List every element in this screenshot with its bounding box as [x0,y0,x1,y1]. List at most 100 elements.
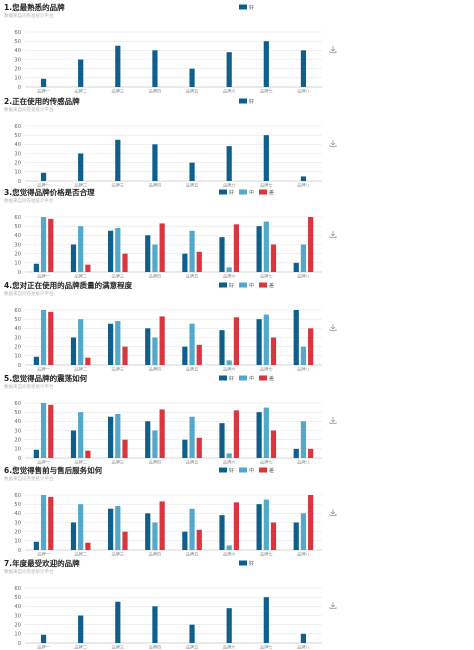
bar[interactable] [226,608,232,643]
bar[interactable] [145,421,151,458]
bar[interactable] [78,615,84,644]
bar[interactable] [189,508,195,550]
bar[interactable] [48,218,54,272]
legend-label[interactable]: 中 [249,467,254,474]
bar[interactable] [70,430,77,459]
download-icon[interactable] [329,417,337,424]
legend-label[interactable]: 差 [269,375,274,382]
bar[interactable] [40,78,47,87]
bar[interactable] [108,323,114,365]
bar[interactable] [115,139,121,181]
bar[interactable] [152,522,158,551]
bar[interactable] [219,423,225,458]
bar[interactable] [189,323,195,365]
bar[interactable] [122,346,128,365]
bar[interactable] [78,226,84,272]
bar[interactable] [159,223,165,272]
bar[interactable] [219,515,225,550]
bar[interactable] [152,606,158,643]
legend-label[interactable]: 差 [269,189,274,196]
bar[interactable] [48,311,54,365]
legend-label[interactable]: 中 [249,375,254,382]
bar[interactable] [196,529,202,550]
bar[interactable] [40,172,47,181]
bar[interactable] [308,448,314,458]
bar[interactable] [300,421,307,458]
bar[interactable] [293,310,299,365]
bar[interactable] [159,409,165,458]
bar[interactable] [85,542,91,550]
legend-label[interactable]: 好 [249,560,254,567]
bar[interactable] [78,153,84,182]
bar[interactable] [108,416,114,458]
download-icon[interactable] [329,602,337,609]
bar[interactable] [115,228,121,272]
bar[interactable] [263,314,269,365]
bar[interactable] [300,346,307,365]
bar[interactable] [308,495,314,550]
bar[interactable] [226,545,232,550]
legend-swatch[interactable] [239,189,247,195]
legend-swatch[interactable] [239,467,247,473]
bar[interactable] [70,522,77,551]
bar[interactable] [270,244,277,273]
bar[interactable] [256,504,262,550]
bar[interactable] [40,495,47,550]
bar[interactable] [219,237,225,272]
bar[interactable] [115,414,121,458]
bar[interactable] [263,221,269,272]
legend-swatch[interactable] [219,282,227,288]
legend-swatch[interactable] [259,375,267,381]
bar[interactable] [152,244,158,273]
bar[interactable] [33,449,39,458]
bar[interactable] [152,337,158,366]
bar[interactable] [293,262,299,272]
legend-label[interactable]: 差 [269,282,274,289]
bar[interactable] [115,601,121,643]
bar[interactable] [300,244,307,273]
bar[interactable] [256,412,262,458]
bar[interactable] [70,244,77,273]
bar[interactable] [226,453,232,458]
download-icon[interactable] [329,140,337,147]
bar[interactable] [40,403,47,458]
legend-swatch[interactable] [259,189,267,195]
bar[interactable] [145,328,151,365]
bar[interactable] [196,437,202,458]
bar[interactable] [115,506,121,550]
bar[interactable] [40,634,47,643]
bar[interactable] [263,499,269,550]
bar[interactable] [219,330,225,365]
bar[interactable] [78,412,84,458]
bar[interactable] [85,264,91,272]
bar[interactable] [152,430,158,459]
bar[interactable] [33,541,39,550]
legend-swatch[interactable] [259,467,267,473]
bar[interactable] [40,217,47,272]
legend-label[interactable]: 中 [249,282,254,289]
bar[interactable] [85,357,91,365]
bar[interactable] [182,346,188,365]
legend-swatch[interactable] [219,467,227,473]
bar[interactable] [122,531,128,550]
bar[interactable] [85,450,91,458]
bar[interactable] [108,230,114,272]
bar[interactable] [263,597,269,643]
bar[interactable] [300,513,307,550]
bar[interactable] [159,316,165,365]
bar[interactable] [300,50,307,87]
bar[interactable] [152,50,158,87]
bar[interactable] [256,319,262,365]
download-icon[interactable] [329,46,337,53]
bar[interactable] [300,176,307,181]
bar[interactable] [152,144,158,181]
bar[interactable] [78,319,84,365]
bar[interactable] [40,310,47,365]
bar[interactable] [70,337,77,366]
legend-label[interactable]: 好 [249,98,254,105]
bar[interactable] [189,624,195,643]
bar[interactable] [115,45,121,87]
bar[interactable] [233,317,239,365]
legend-swatch[interactable] [239,4,247,10]
legend-label[interactable]: 好 [229,467,234,474]
